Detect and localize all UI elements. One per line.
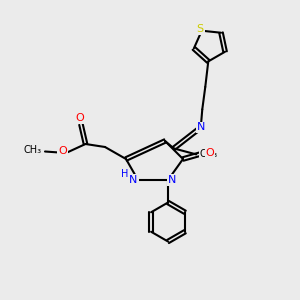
Text: N: N <box>129 175 138 185</box>
Text: O: O <box>75 113 84 124</box>
Text: H: H <box>121 169 128 179</box>
Text: CH₃: CH₃ <box>23 145 41 155</box>
Text: O: O <box>58 146 67 157</box>
Text: O: O <box>206 148 214 158</box>
Text: S: S <box>197 24 204 34</box>
Text: N: N <box>196 122 205 132</box>
Text: CH₃: CH₃ <box>200 149 218 159</box>
Text: N: N <box>168 175 177 185</box>
